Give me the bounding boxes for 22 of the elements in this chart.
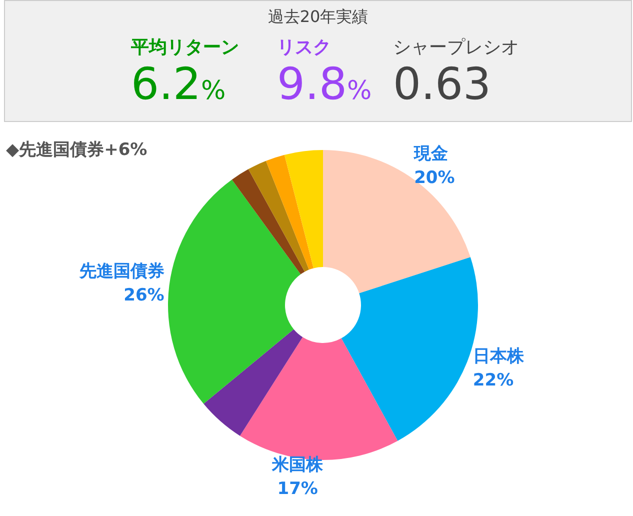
data-label: 22% bbox=[472, 370, 514, 390]
donut-slice bbox=[232, 169, 305, 274]
data-label: 26% bbox=[124, 285, 164, 306]
slice-label: 先進国債券 bbox=[78, 261, 164, 282]
chart-title: 過去20年実績 bbox=[266, 7, 370, 28]
data-label: 20% bbox=[414, 168, 455, 188]
chart-subtitle: ◆先進国債券+6% bbox=[6, 139, 148, 161]
donut-slice bbox=[204, 329, 303, 436]
slice-label: 米国株 bbox=[271, 454, 324, 475]
donut-slice bbox=[248, 160, 310, 272]
text: 9.8% bbox=[277, 59, 372, 112]
text: 6.2% bbox=[131, 59, 227, 112]
slice-label: 現金 bbox=[413, 144, 448, 164]
text: 平均リターン bbox=[131, 36, 239, 59]
donut-slice bbox=[168, 180, 301, 404]
text: シャープレシオ bbox=[393, 36, 519, 59]
donut-slice bbox=[284, 150, 323, 268]
data-label: 17% bbox=[277, 478, 318, 499]
donut-slice bbox=[266, 154, 314, 270]
slice-label: 日本株 bbox=[472, 346, 525, 366]
text: リスク bbox=[277, 36, 332, 59]
text: 0.63 bbox=[393, 59, 492, 111]
